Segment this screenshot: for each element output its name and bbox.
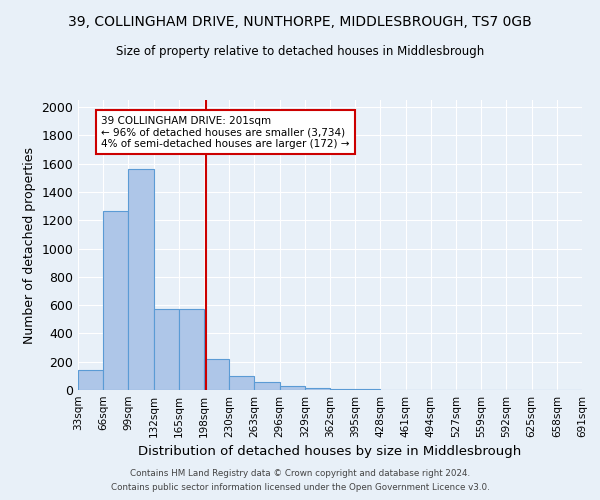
Text: 39 COLLINGHAM DRIVE: 201sqm
← 96% of detached houses are smaller (3,734)
4% of s: 39 COLLINGHAM DRIVE: 201sqm ← 96% of det… [101,116,349,149]
Bar [229,376,254,390]
Bar [254,382,280,390]
Text: 39, COLLINGHAM DRIVE, NUNTHORPE, MIDDLESBROUGH, TS7 0GB: 39, COLLINGHAM DRIVE, NUNTHORPE, MIDDLES… [68,15,532,29]
Bar [179,308,204,390]
Y-axis label: Number of detached properties: Number of detached properties [23,146,36,344]
Bar [280,386,305,390]
Bar [103,211,128,390]
Bar [305,388,330,390]
X-axis label: Distribution of detached houses by size in Middlesbrough: Distribution of detached houses by size … [139,446,521,458]
Text: Size of property relative to detached houses in Middlesbrough: Size of property relative to detached ho… [116,45,484,58]
Bar [204,359,229,390]
Bar [330,388,355,390]
Text: Contains public sector information licensed under the Open Government Licence v3: Contains public sector information licen… [110,484,490,492]
Bar [154,308,179,390]
Text: Contains HM Land Registry data © Crown copyright and database right 2024.: Contains HM Land Registry data © Crown c… [130,468,470,477]
Bar [128,170,154,390]
Bar [78,370,103,390]
